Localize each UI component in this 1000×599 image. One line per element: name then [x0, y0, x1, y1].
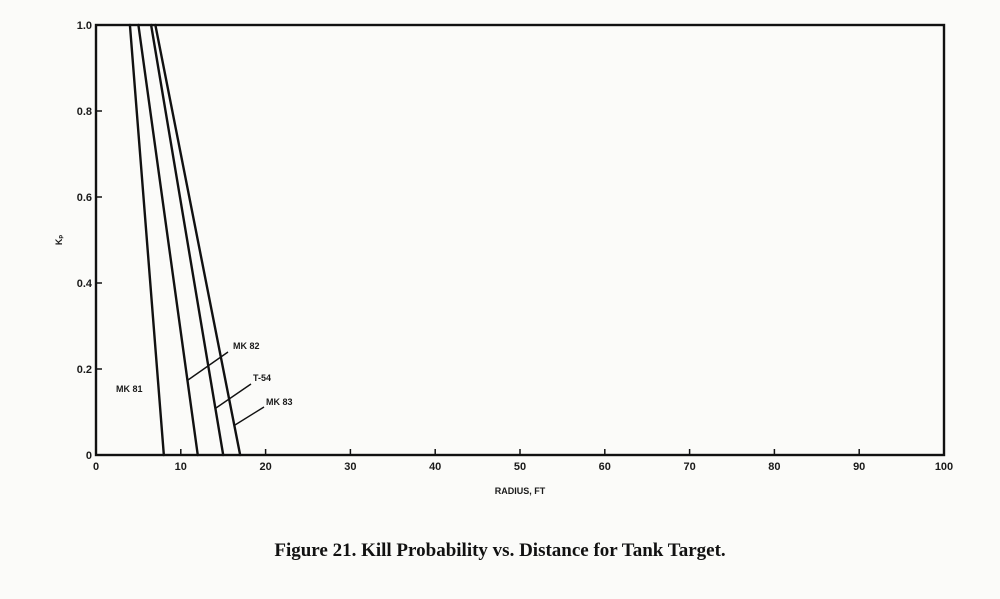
y-tick-label: 0: [86, 450, 92, 462]
x-tick-label: 40: [429, 461, 441, 473]
x-tick-label: 60: [599, 461, 611, 473]
leader-line-t-54: [215, 383, 252, 409]
y-tick-label: 0.6: [77, 192, 92, 204]
figure-caption: Figure 21. Kill Probability vs. Distance…: [274, 540, 726, 561]
y-axis-ticks: 0 0.2 0.4 0.6 0.8 1.0: [77, 20, 102, 462]
y-axis-title: Kₚ: [54, 235, 64, 245]
x-tick-label: 10: [175, 461, 187, 473]
series-label-t-54: T-54: [253, 373, 271, 383]
x-tick-label: 90: [853, 461, 865, 473]
x-tick-label: 0: [93, 461, 99, 473]
plot-frame: [94, 23, 946, 457]
x-axis-ticks: 0 10 20 30 40 50 60 70 80 90 100: [93, 449, 953, 473]
y-tick-label: 0.8: [77, 106, 92, 118]
plot-border: [94, 23, 946, 457]
series-layer: [128, 23, 242, 457]
series-label-mk-82: MK 82: [233, 341, 260, 351]
series-label-mk-83: MK 83: [266, 397, 293, 407]
y-tick-label: 0.4: [77, 278, 93, 290]
y-tick-label: 0.2: [77, 364, 92, 376]
series-label-mk-81: MK 81: [116, 384, 143, 394]
x-tick-label: 80: [768, 461, 780, 473]
x-tick-label: 30: [344, 461, 356, 473]
series-line-mk-83: [154, 23, 242, 457]
series-labels: MK 81 MK 82 T-54 MK 83: [116, 341, 293, 426]
leader-line-mk-82: [187, 351, 229, 381]
x-tick-label: 50: [514, 461, 526, 473]
series-line-t-54: [149, 23, 225, 457]
x-tick-label: 70: [683, 461, 695, 473]
series-line-mk-82: [137, 23, 199, 457]
x-tick-label: 100: [935, 461, 953, 473]
leader-line-mk-83: [234, 406, 265, 426]
y-tick-label: 1.0: [77, 20, 92, 32]
x-tick-label: 20: [259, 461, 271, 473]
x-axis-title: RADIUS, FT: [495, 486, 546, 496]
series-line-mk-81: [128, 23, 166, 457]
